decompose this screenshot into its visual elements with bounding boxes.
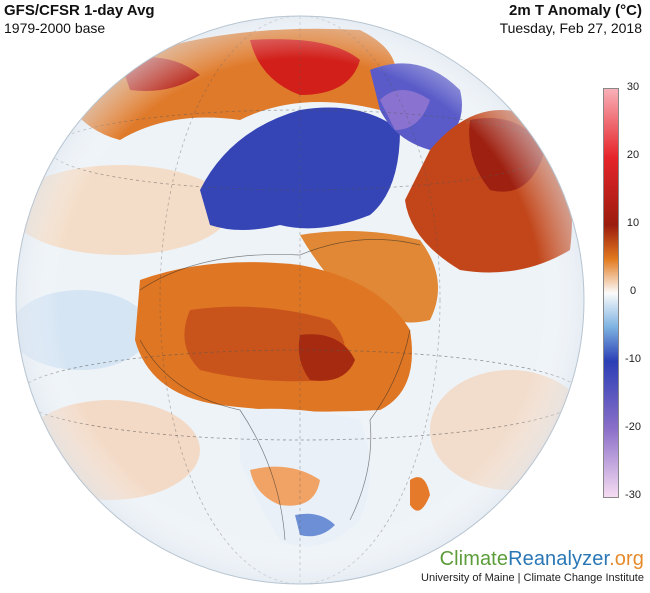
brand-logo: ClimateReanalyzer.org — [440, 548, 644, 571]
colorbar-tick-label: -20 — [625, 421, 641, 433]
date-label: Tuesday, Feb 27, 2018 — [499, 20, 642, 36]
globe-map — [15, 15, 585, 585]
colorbar-tick-label: 30 — [626, 81, 640, 93]
credit-line: University of Maine | Climate Change Ins… — [421, 572, 644, 584]
globe-outline — [15, 15, 585, 585]
brand-part-org: .org — [609, 548, 644, 570]
baseline-label: 1979-2000 base — [4, 20, 106, 36]
brand-part-reanalyzer: Reanalyzer — [508, 548, 610, 570]
colorbar-tick-label: -30 — [625, 489, 641, 501]
brand-part-climate: Climate — [439, 548, 509, 570]
colorbar-tick-label: 0 — [629, 285, 637, 297]
colorbar-tick-label: 10 — [626, 217, 640, 229]
colorbar-tick-label: -10 — [625, 353, 641, 365]
model-title: GFS/CFSR 1-day Avg — [4, 2, 155, 19]
colorbar — [603, 88, 619, 498]
variable-title: 2m T Anomaly (°C) — [509, 2, 642, 19]
globe-shading — [16, 16, 584, 584]
colorbar-tick-label: 20 — [626, 149, 640, 161]
